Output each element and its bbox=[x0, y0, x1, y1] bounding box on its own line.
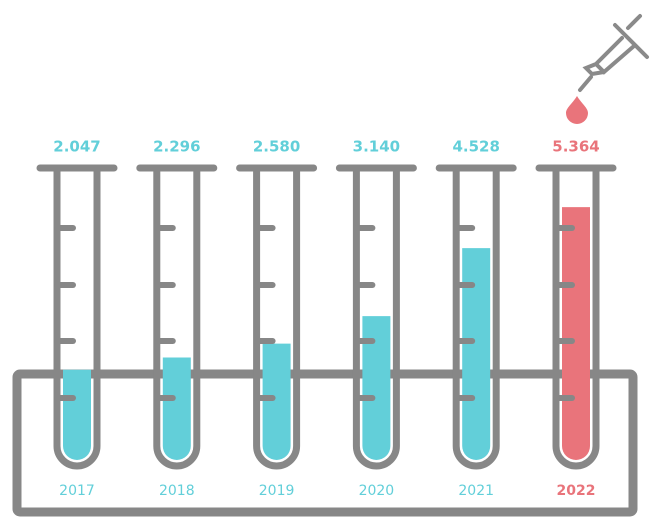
tube bbox=[153, 170, 201, 470]
category-label: 2019 bbox=[259, 483, 295, 499]
value-label: 3.140 bbox=[353, 138, 400, 156]
category-label: 2020 bbox=[359, 483, 395, 499]
value-label: 5.364 bbox=[552, 138, 599, 156]
tube bbox=[552, 170, 600, 470]
value-label: 2.296 bbox=[153, 138, 200, 156]
tube bbox=[352, 170, 400, 470]
liquid bbox=[562, 207, 590, 460]
value-label: 2.047 bbox=[53, 138, 100, 156]
liquid bbox=[262, 343, 291, 460]
value-label: 2.580 bbox=[253, 138, 300, 156]
tube bbox=[253, 170, 301, 470]
liquid bbox=[462, 248, 491, 460]
category-label: 2017 bbox=[59, 483, 95, 499]
dropper bbox=[578, 14, 649, 92]
liquid bbox=[362, 316, 391, 460]
value-label: 4.528 bbox=[452, 138, 499, 156]
liquid bbox=[63, 369, 91, 460]
rack bbox=[12, 369, 638, 517]
category-label: 2022 bbox=[557, 483, 596, 499]
liquid bbox=[162, 357, 191, 460]
tube bbox=[53, 170, 101, 470]
category-label: 2018 bbox=[159, 483, 195, 499]
drop bbox=[566, 96, 588, 124]
category-label: 2021 bbox=[458, 483, 494, 499]
tube bbox=[452, 170, 500, 470]
